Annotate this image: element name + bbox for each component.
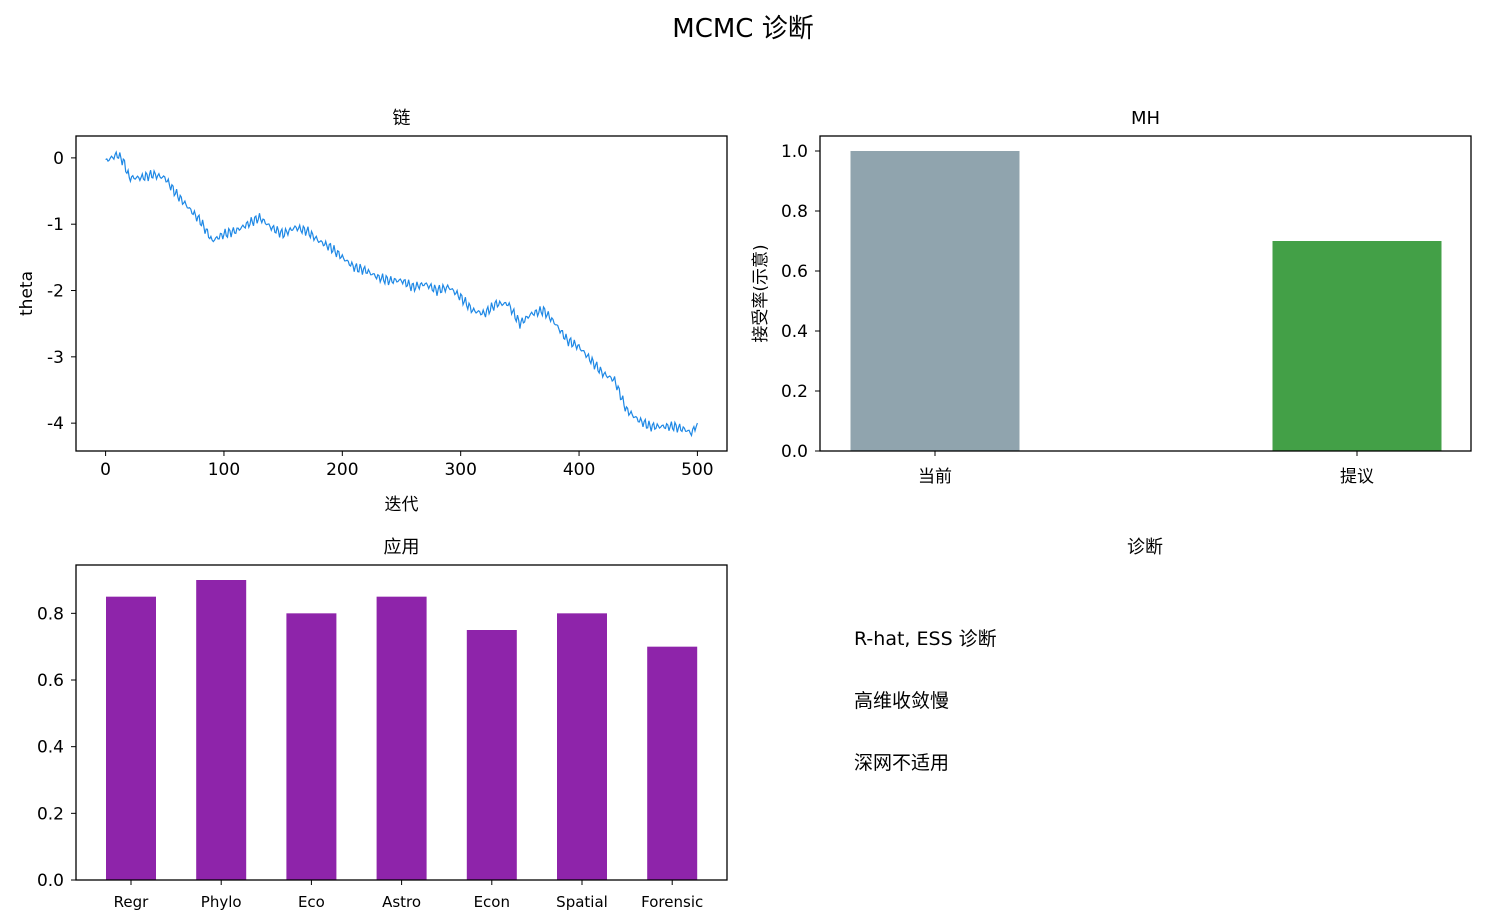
- y-tick-label: -2: [47, 282, 64, 302]
- y-tick-label: 0.8: [781, 202, 808, 222]
- x-axis-label: 迭代: [385, 495, 419, 515]
- y-tick-label: 0.6: [781, 262, 808, 282]
- y-tick-label: 0.0: [37, 871, 64, 891]
- applications-panel-title: 应用: [384, 537, 420, 558]
- y-tick-label: 0.0: [781, 442, 808, 462]
- diagnostics-panel-title: 诊断: [1127, 537, 1163, 558]
- y-tick-label: 0.2: [781, 382, 808, 402]
- y-axis-label: 接受率(示意): [751, 244, 771, 342]
- application-bar: [647, 646, 698, 880]
- mh-plot-frame: [819, 135, 1472, 452]
- x-tick-label: Astro: [382, 893, 421, 911]
- diagnostic-note-2: 高维收敛慢: [854, 690, 950, 712]
- application-bar: [196, 580, 247, 880]
- y-tick-label: 0.4: [37, 738, 64, 758]
- applications-plot-frame: [75, 564, 728, 881]
- acceptance-bar: [1272, 241, 1442, 451]
- y-tick-label: 0.6: [37, 671, 64, 691]
- x-tick-label: Econ: [474, 893, 510, 911]
- x-tick-label: 当前: [918, 467, 952, 487]
- application-bar: [106, 596, 156, 880]
- application-bar: [286, 613, 337, 880]
- x-tick-label: Phylo: [201, 893, 242, 911]
- x-tick-label: Spatial: [556, 893, 608, 911]
- x-tick-label: 500: [681, 460, 713, 480]
- theta-trace-line: [105, 150, 698, 438]
- y-tick-label: 0.8: [37, 604, 64, 624]
- chain-plot-frame: [75, 135, 728, 452]
- x-tick-label: 400: [563, 460, 595, 480]
- y-tick-label: 0.2: [37, 804, 64, 824]
- x-tick-label: 200: [326, 460, 358, 480]
- y-tick-label: 1.0: [781, 142, 808, 162]
- x-tick-label: Forensic: [641, 893, 703, 911]
- diagnostic-note-3: 深网不适用: [854, 752, 950, 774]
- x-tick-label: 300: [444, 460, 476, 480]
- x-tick-label: 100: [208, 460, 240, 480]
- x-tick-label: 提议: [1340, 467, 1374, 487]
- x-tick-label: 0: [100, 460, 111, 480]
- x-tick-label: Eco: [298, 893, 325, 911]
- mh-panel-title: MH: [1131, 108, 1160, 129]
- diagnostic-note-1: R-hat, ESS 诊断: [854, 628, 997, 650]
- application-bar: [466, 630, 517, 880]
- y-tick-label: 0: [53, 149, 64, 169]
- y-tick-label: -3: [47, 348, 64, 368]
- y-axis-label: theta: [17, 271, 37, 316]
- application-bar: [557, 613, 607, 880]
- application-bar: [376, 596, 427, 880]
- figure-title: MCMC 诊断: [672, 14, 814, 44]
- x-tick-label: Regr: [114, 893, 149, 911]
- chain-panel-title: 链: [393, 108, 411, 129]
- y-tick-label: -4: [47, 414, 64, 434]
- y-tick-label: -1: [47, 215, 64, 235]
- acceptance-bar: [850, 151, 1020, 451]
- y-tick-label: 0.4: [781, 322, 808, 342]
